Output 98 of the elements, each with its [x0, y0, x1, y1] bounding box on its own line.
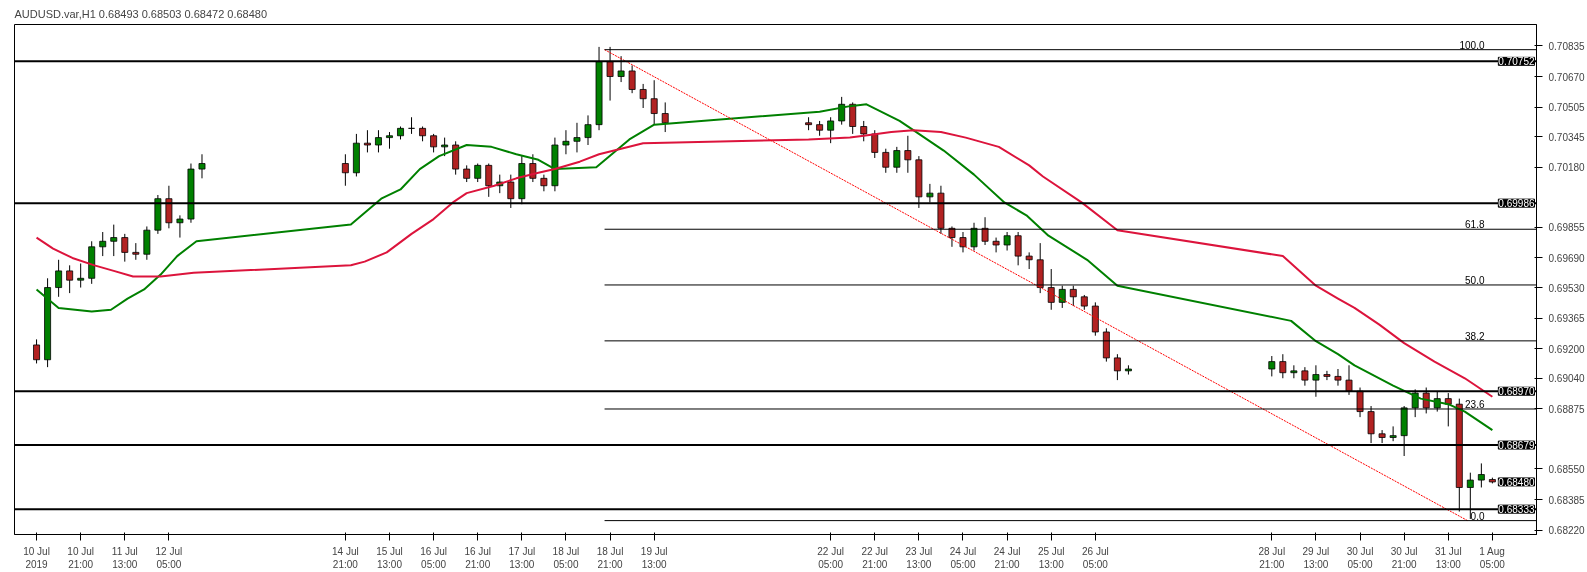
y-tick-label: 0.70345 — [1548, 131, 1586, 143]
candlestick — [1113, 353, 1121, 381]
candlestick — [893, 146, 901, 174]
candlestick — [849, 101, 857, 135]
y-tick-label: 0.70835 — [1548, 40, 1586, 52]
series-label: 61.8 — [1465, 219, 1485, 231]
series-label: 23.6 — [1465, 398, 1485, 410]
candlestick — [540, 174, 548, 192]
candlestick — [661, 101, 669, 133]
line-series — [35, 103, 1494, 432]
candlestick — [628, 64, 636, 94]
y-tick-label: 0.69040 — [1548, 373, 1586, 385]
candlestick — [55, 259, 63, 298]
candlestick — [1279, 353, 1287, 379]
y-tick-label: 0.69855 — [1548, 222, 1586, 234]
candlestick — [375, 129, 382, 153]
x-tick-label: 11 Jul 13:00 — [111, 545, 138, 570]
x-tick-label: 30 Jul 05:00 — [1346, 545, 1374, 570]
x-tick-label: 12 Jul 05:00 — [155, 545, 183, 570]
x-tick-label: 14 Jul 21:00 — [332, 545, 359, 570]
ref-line-label: 0.68679 — [1498, 440, 1535, 452]
x-tick-label: 25 Jul 13:00 — [1037, 545, 1065, 570]
y-tick-label: 0.68385 — [1548, 494, 1586, 506]
candlestick — [1003, 231, 1011, 252]
candlestick — [650, 79, 658, 126]
candlestick — [1334, 368, 1342, 387]
x-tick-label: 16 Jul 21:00 — [464, 545, 492, 570]
candlestick — [904, 135, 912, 174]
ref-line-label: 0.68333 — [1498, 504, 1535, 516]
y-tick-label: 0.69365 — [1548, 313, 1586, 325]
candlestick — [882, 148, 890, 174]
x-tick-label: 28 Jul 21:00 — [1258, 545, 1286, 570]
x-tick-label: 24 Jul 21:00 — [993, 545, 1021, 570]
candlestick — [1477, 462, 1485, 488]
x-tick-label: 10 Jul 2019 — [23, 545, 50, 570]
ref-line-label: 0.69986 — [1498, 198, 1535, 210]
candlestick — [66, 264, 74, 294]
x-tick-label: 26 Jul 05:00 — [1082, 545, 1109, 570]
x-tick-label: 31 Jul 13:00 — [1434, 545, 1462, 570]
candlestick — [33, 338, 40, 364]
candlestick — [121, 233, 129, 263]
y-tick-label: 0.68550 — [1548, 463, 1586, 475]
series-label: 38.2 — [1465, 330, 1485, 342]
candlestick — [474, 163, 482, 183]
y-tick-label: 0.70180 — [1548, 162, 1586, 174]
candlestick — [1301, 366, 1309, 387]
candlestick — [1014, 231, 1022, 266]
x-tick-label: 10 Jul 21:00 — [67, 545, 95, 570]
y-tick-label: 0.70670 — [1548, 71, 1586, 83]
candlestick — [1389, 425, 1397, 442]
candlestick — [441, 137, 449, 157]
y-tick-label: 0.69690 — [1548, 252, 1586, 264]
candlestick — [198, 153, 206, 179]
ref-line-label: 0.68970 — [1498, 386, 1535, 398]
y-tick-label: 0.68875 — [1548, 403, 1586, 415]
x-tick-label: 1 Aug 05:00 — [1479, 545, 1506, 570]
x-tick-label: 24 Jul 05:00 — [949, 545, 977, 570]
candlestick — [992, 237, 1000, 253]
candlestick — [1290, 364, 1298, 379]
series-label: 100.0 — [1459, 39, 1485, 51]
chart-title: AUDUSD.var,H1 0.68493 0.68503 0.68472 0.68480 — [14, 7, 268, 20]
candlestick — [1268, 355, 1276, 377]
x-tick-label: 22 Jul 21:00 — [861, 545, 889, 570]
x-tick-label: 18 Jul 21:00 — [596, 545, 624, 570]
candlestick — [485, 163, 493, 198]
y-tick-label: 0.69530 — [1548, 282, 1586, 294]
x-tick-label: 17 Jul 13:00 — [508, 545, 536, 570]
x-tick-label: 30 Jul 21:00 — [1390, 545, 1418, 570]
x-tick-label: 18 Jul 05:00 — [552, 545, 580, 570]
candlestick — [860, 120, 868, 142]
series-label: 0.0 — [1470, 510, 1485, 522]
series-label: 50.0 — [1465, 274, 1485, 286]
x-tick-label: 16 Jul 05:00 — [420, 545, 447, 570]
candlestick — [77, 262, 85, 289]
x-tick-label: 29 Jul 13:00 — [1302, 545, 1330, 570]
candlestick — [959, 231, 967, 253]
candlestick — [110, 224, 118, 257]
y-tick-label: 0.68220 — [1548, 525, 1586, 537]
candlestick — [1323, 370, 1331, 381]
candlestick — [871, 129, 879, 159]
candlestick — [99, 231, 107, 257]
x-tick-label: 19 Jul 13:00 — [640, 545, 668, 570]
x-tick-label: 22 Jul 05:00 — [817, 545, 844, 570]
candlestick — [827, 116, 835, 144]
ref-line-label: 0.70752 — [1498, 56, 1535, 68]
candlestick — [639, 83, 647, 109]
x-tick-label: 15 Jul 13:00 — [376, 545, 403, 570]
candlestick — [430, 133, 438, 153]
annotation: 0.68480 — [1498, 476, 1535, 488]
candlestick — [573, 122, 581, 153]
candlestick — [363, 129, 371, 153]
x-tick-label: 23 Jul 13:00 — [905, 545, 933, 570]
candlestick — [562, 129, 570, 155]
candlestick — [584, 114, 592, 146]
y-tick-label: 0.69200 — [1548, 343, 1586, 355]
candlestick — [341, 153, 349, 187]
y-tick-label: 0.70505 — [1548, 102, 1586, 114]
candlestick — [176, 214, 184, 239]
